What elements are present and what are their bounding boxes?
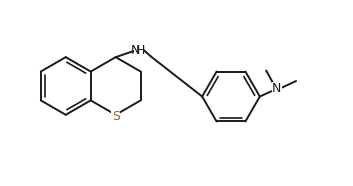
Text: N: N <box>272 82 281 95</box>
Text: N: N <box>131 44 140 57</box>
Text: S: S <box>112 110 120 123</box>
Text: H: H <box>136 44 145 57</box>
